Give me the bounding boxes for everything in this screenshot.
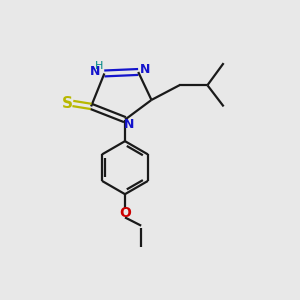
Text: O: O — [119, 206, 131, 220]
Text: S: S — [62, 96, 73, 111]
Text: N: N — [124, 118, 135, 131]
Text: N: N — [89, 65, 100, 79]
Text: N: N — [140, 62, 150, 76]
Text: H: H — [95, 61, 103, 71]
